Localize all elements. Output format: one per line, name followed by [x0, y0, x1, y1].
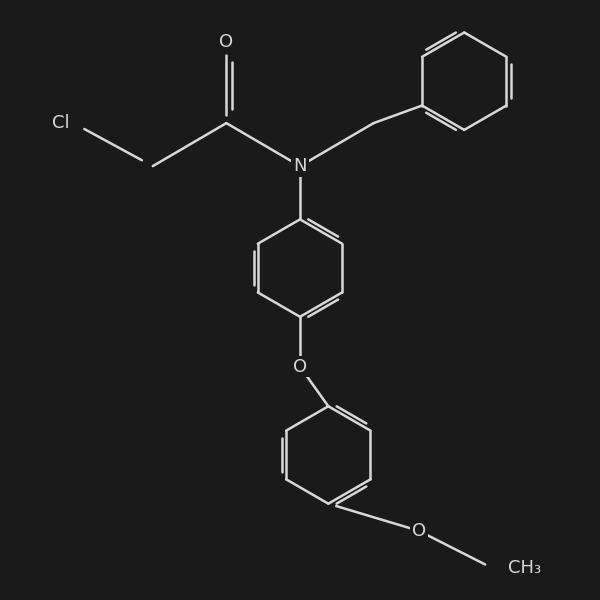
Text: O: O: [293, 358, 307, 376]
Text: O: O: [220, 33, 233, 51]
Text: CH₃: CH₃: [508, 559, 541, 577]
Text: N: N: [293, 157, 307, 175]
Text: Cl: Cl: [52, 114, 70, 132]
Text: O: O: [412, 522, 426, 540]
